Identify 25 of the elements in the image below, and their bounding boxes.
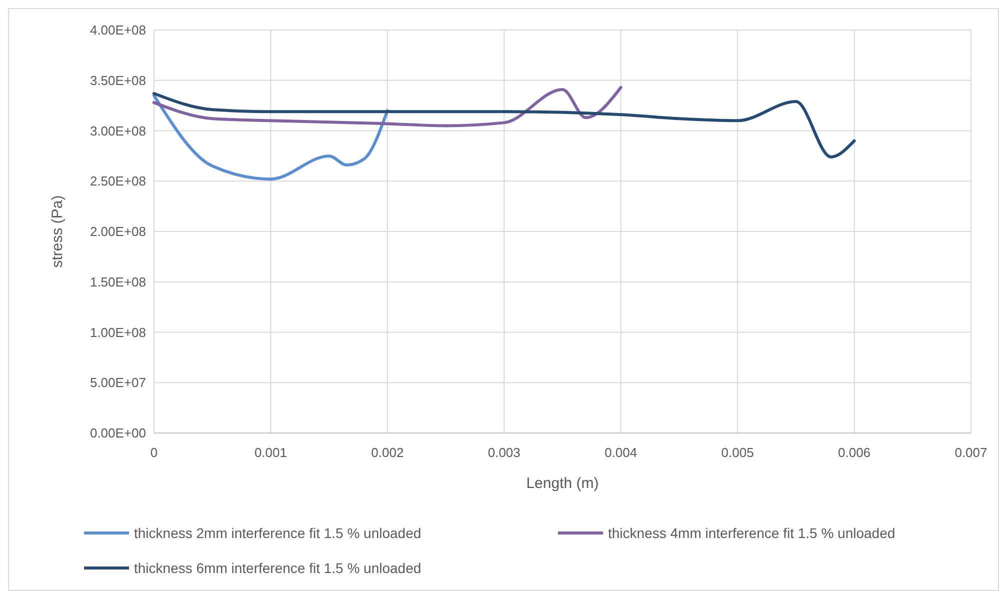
y-axis-title: stress (Pa) [49, 195, 66, 268]
x-tick-label: 0.003 [488, 445, 520, 460]
x-tick-label: 0.007 [954, 445, 988, 460]
y-tick-label: 2.00E+08 [90, 224, 146, 239]
y-tick-label: 4.00E+08 [90, 22, 146, 38]
legend-label: thickness 4mm interference fit 1.5 % unloaded [608, 525, 896, 541]
y-tick-label: 1.00E+08 [90, 324, 146, 340]
y-tick-label: 1.50E+08 [90, 274, 146, 290]
y-tick-label: 5.00E+07 [90, 375, 146, 390]
x-tick-label: 0.002 [371, 445, 404, 460]
x-axis-title: Length (m) [526, 475, 599, 492]
line-series [152, 86, 622, 128]
y-tick-label: 3.50E+08 [90, 72, 146, 88]
x-tick-label: 0.005 [721, 445, 754, 460]
line-series [152, 92, 856, 158]
x-tick-label: 0 [150, 445, 158, 460]
x-tick-label: 0.004 [604, 445, 638, 460]
x-tick-label: 0.006 [838, 445, 871, 460]
legend-label: thickness 2mm interference fit 1.5 % unloaded [134, 525, 422, 541]
line-series [152, 94, 389, 181]
y-tick-label: 0.00E+00 [90, 426, 146, 440]
y-tick-label: 2.50E+08 [90, 174, 146, 189]
x-tick-label: 0.001 [254, 445, 287, 460]
y-tick-label: 3.00E+08 [90, 123, 146, 138]
legend-label: thickness 6mm interference fit 1.5 % unloaded [134, 560, 422, 576]
